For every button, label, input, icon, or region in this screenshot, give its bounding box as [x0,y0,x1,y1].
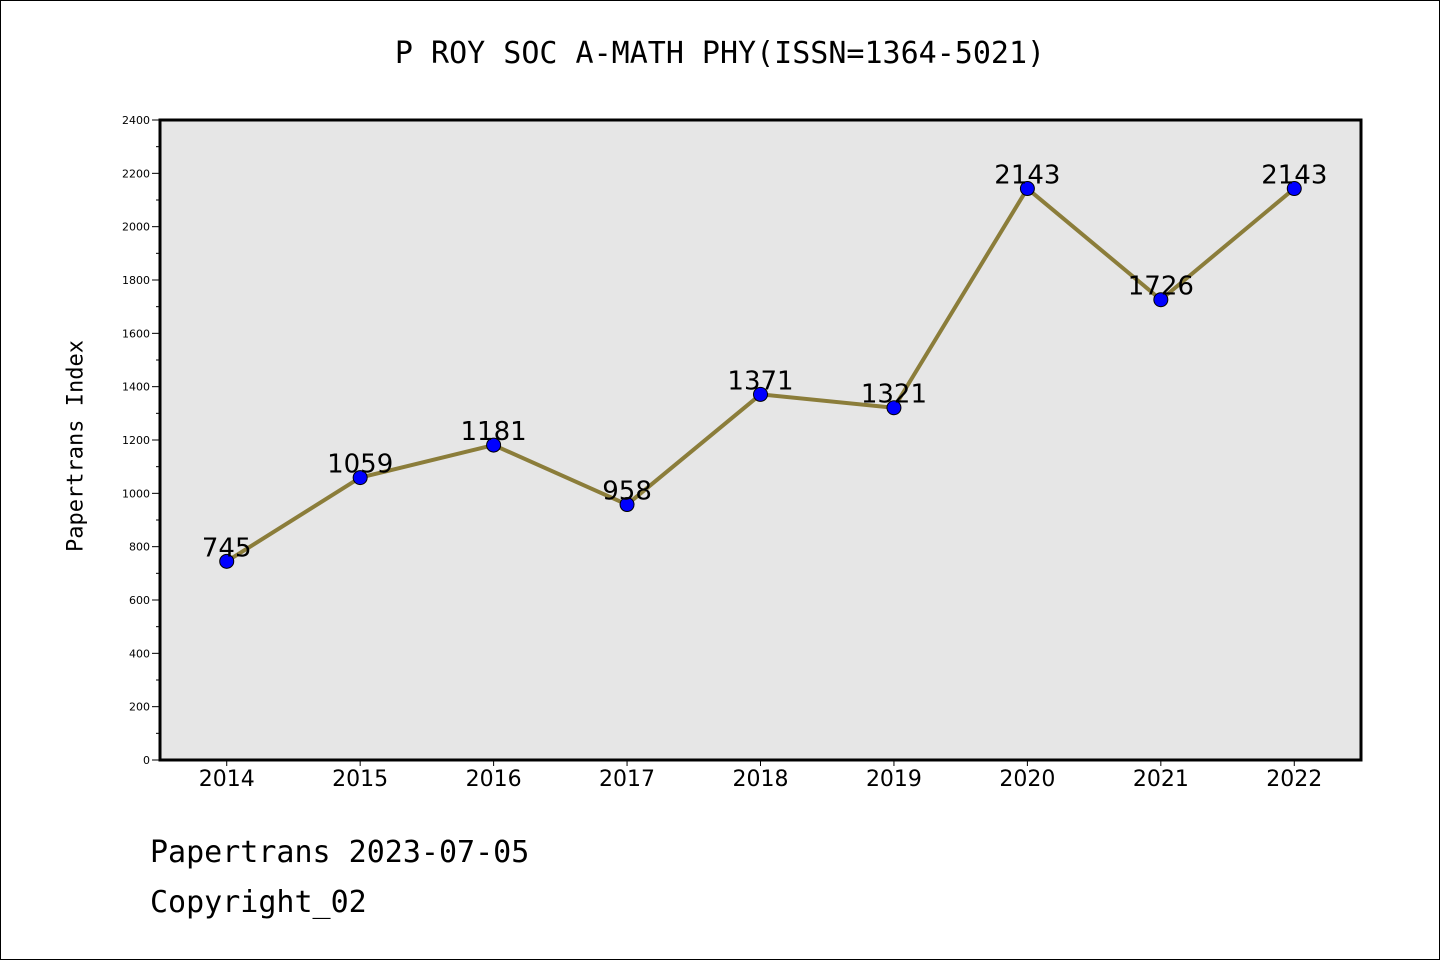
x-tick-label: 2018 [733,767,789,792]
y-tick-label: 0 [143,754,150,767]
plot-border [158,118,1363,762]
footer-copyright: Copyright_02 [150,885,367,920]
y-tick-label: 1800 [122,274,150,287]
data-label: 958 [602,477,652,507]
x-tick-label: 2016 [466,767,522,792]
y-tick-label: 400 [129,647,150,660]
y-tick-label: 2400 [122,114,150,127]
data-point [886,400,902,416]
data-label: 2143 [1261,161,1327,191]
y-tick-label: 1600 [122,327,150,340]
x-tick-label: 2017 [599,767,655,792]
data-point [1019,181,1035,197]
data-labels: 745 1059 1181 958 1371 1321 2143 1726 2143 [202,161,1327,564]
data-label: 745 [202,533,252,563]
x-tick-label: 2022 [1266,767,1322,792]
data-point [219,553,235,569]
data-label: 1371 [727,366,793,396]
data-label: 2143 [994,161,1060,191]
plot-area [160,120,1361,760]
y-tick-label: 2200 [122,167,150,180]
data-point [1153,292,1169,308]
x-tick-label: 2014 [199,767,255,792]
y-axis: 0 200 400 600 800 1000 1200 1400 1600 1800 2000 220… [122,114,160,767]
data-point [753,386,768,402]
data-point [1286,181,1302,197]
data-point [619,497,635,513]
data-label: 1726 [1128,272,1194,302]
footer-source: Papertrans 2023-07-05 [150,835,530,870]
data-label: 1059 [327,450,393,480]
data-label: 1181 [461,417,527,447]
data-point [352,470,368,486]
y-tick-label: 1000 [122,487,150,500]
data-label: 1321 [861,380,927,410]
y-tick-label: 800 [129,541,150,554]
y-tick-label: 1200 [122,434,150,447]
data-point [486,437,502,453]
data-markers [219,181,1302,569]
x-tick-label: 2019 [866,767,922,792]
x-tick-label: 2015 [332,767,388,792]
y-tick-label: 600 [129,594,150,607]
x-tick-label: 2020 [999,767,1055,792]
y-tick-label: 2000 [122,221,150,234]
chart-title: P ROY SOC A-MATH PHY(ISSN=1364-5021) [394,36,1046,71]
x-tick-label: 2021 [1133,767,1189,792]
y-tick-label: 200 [129,701,150,714]
x-axis: 2014 2015 2016 2017 2018 2019 2020 2021 2022 [199,760,1322,792]
y-tick-label: 1400 [122,381,150,394]
